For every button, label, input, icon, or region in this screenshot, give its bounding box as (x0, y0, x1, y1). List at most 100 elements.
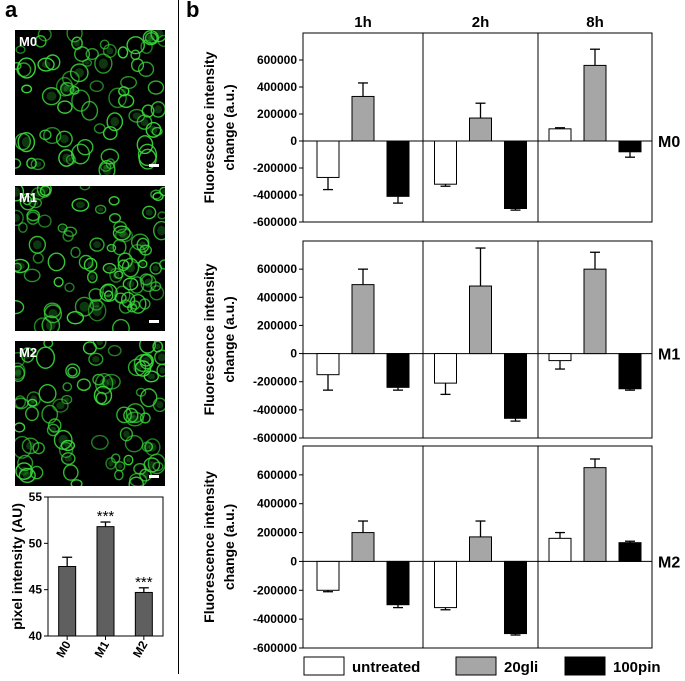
cell (128, 108, 146, 123)
y-tick-label: -200000 (253, 161, 297, 175)
bar-untreated-8h (548, 353, 572, 362)
cell (76, 378, 91, 392)
cell-fill (60, 134, 69, 144)
cell-fill (21, 136, 31, 148)
scale-bar (149, 164, 159, 167)
cell-fill (22, 471, 32, 480)
cell-fill (130, 415, 140, 423)
cell (145, 121, 162, 138)
x-tick-label: M1 (92, 638, 113, 660)
legend-swatch-100pin (564, 656, 606, 676)
cell (43, 304, 63, 324)
cell (57, 100, 73, 114)
cell-fill (92, 355, 100, 363)
y-tick-label: -200000 (253, 375, 297, 389)
legend-label-20gli: 20gli (504, 659, 538, 676)
cell (124, 435, 144, 453)
cell-fill (159, 366, 165, 374)
cell-fill (126, 457, 131, 463)
cell (47, 252, 66, 272)
cell (38, 383, 57, 404)
y-tick-label: 40 (29, 629, 43, 643)
cell (82, 58, 93, 67)
y-tick-label: -400000 (253, 403, 297, 417)
cell-fill (92, 305, 102, 317)
cell (15, 158, 22, 169)
y-axis-label-line1: Fluorescence intensity (201, 51, 217, 203)
y-tick-label: -600000 (253, 215, 297, 229)
cell (32, 441, 45, 455)
cell (102, 126, 118, 141)
micrograph-m2: M2 (15, 341, 165, 486)
cell (114, 270, 124, 279)
cell (64, 282, 75, 293)
chart-b-row-M1: 600000 400000 200000 0 -200000 -400000 -600000… (201, 240, 680, 445)
cell (65, 363, 81, 379)
chart-a: 40 45 50 55 pixel intensity (AU) M0 *** M1 *** M2 (9, 490, 164, 660)
bar-20gli-8h (583, 467, 607, 562)
cell (87, 300, 107, 322)
cell (98, 159, 116, 175)
cell (15, 395, 27, 409)
cell (63, 226, 78, 237)
bar-M0 (58, 566, 77, 637)
cell (29, 465, 44, 480)
cell-fill (89, 274, 95, 281)
bar-20gli-8h (583, 64, 607, 142)
cell-fill (132, 112, 142, 120)
cell-fill (155, 343, 161, 350)
cell-fill (15, 366, 22, 376)
cell (15, 422, 26, 433)
cell (150, 189, 162, 200)
cell (92, 341, 107, 350)
cell (127, 303, 138, 313)
bar-100pin-8h (618, 542, 642, 562)
cell-fill (119, 231, 129, 239)
cell (137, 143, 158, 167)
cell (142, 30, 159, 46)
y-tick-label: 0 (290, 134, 297, 148)
cell (130, 49, 141, 61)
cell (147, 453, 165, 475)
bar-20gli-2h (469, 285, 492, 355)
y-tick-label: 400000 (257, 497, 297, 511)
cell (139, 353, 154, 370)
cell (53, 429, 73, 450)
cell (41, 315, 61, 331)
cell (136, 135, 154, 155)
cell (108, 87, 127, 109)
cell (120, 75, 138, 90)
cell (159, 259, 165, 270)
cell-fill (96, 341, 104, 346)
cell (118, 299, 133, 314)
y-tick-label: 400000 (257, 80, 297, 94)
cell (153, 220, 165, 241)
cell (74, 296, 94, 317)
cell (92, 373, 105, 386)
cell (123, 407, 139, 423)
y-axis-label-line1: Fluorescence intensity (201, 471, 217, 623)
cell (99, 39, 110, 50)
micrograph-label: M1 (19, 190, 37, 205)
cell (15, 45, 26, 54)
cell (66, 30, 83, 43)
bar-untreated-1h (316, 560, 340, 591)
cell (15, 62, 22, 70)
micrograph-m0: M0 (15, 30, 165, 175)
row-frame (302, 445, 653, 649)
bar-100pin-2h (504, 353, 527, 419)
cell (102, 284, 114, 297)
cell (106, 243, 117, 253)
cell (39, 186, 51, 197)
cell (83, 257, 98, 272)
cell-fill (92, 301, 100, 308)
cell (52, 398, 69, 413)
y-tick-label: -400000 (253, 612, 297, 626)
cell-fill (157, 225, 165, 236)
cell-fill (140, 261, 146, 266)
scale-bar (149, 475, 159, 478)
cell (61, 452, 76, 466)
row-label-M2: M2 (658, 554, 680, 571)
cell (87, 271, 98, 284)
cell (70, 246, 81, 259)
